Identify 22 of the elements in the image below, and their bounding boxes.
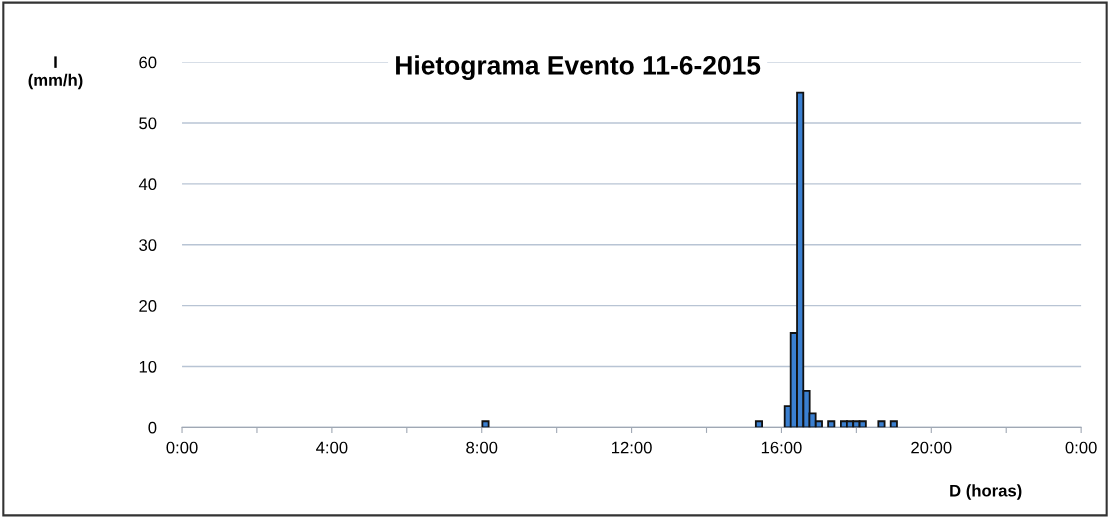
y-tick-label: 30: [139, 239, 157, 251]
x-tick-label: 4:00: [316, 441, 348, 454]
x-axis-title: D (horas): [950, 484, 1022, 500]
bar: [481, 420, 490, 428]
x-tick-label: 12:00: [612, 441, 652, 454]
y-tick-label: 40: [138, 178, 157, 191]
x-tick-label: 20:00: [911, 441, 952, 454]
bar: [889, 420, 898, 428]
y-tick-label: 10: [139, 360, 157, 373]
x-tick-label: 0:00: [1065, 441, 1097, 454]
x-tick-label: 8:00: [466, 441, 498, 454]
y-tick-label: 60: [139, 56, 157, 69]
chart-title: Hietograma Evento 11-6-2015: [396, 55, 761, 80]
y-axis-title: I (mm/h): [28, 56, 83, 90]
bar: [877, 420, 886, 428]
y-tick-label: 50: [139, 117, 157, 130]
bar: [827, 420, 836, 428]
y-tick-label: 20: [139, 300, 157, 312]
x-tick-label: 16:00: [761, 441, 802, 454]
y-tick-label: 0: [148, 421, 157, 434]
bar: [754, 420, 763, 428]
x-tick-label: 0:00: [166, 441, 198, 454]
